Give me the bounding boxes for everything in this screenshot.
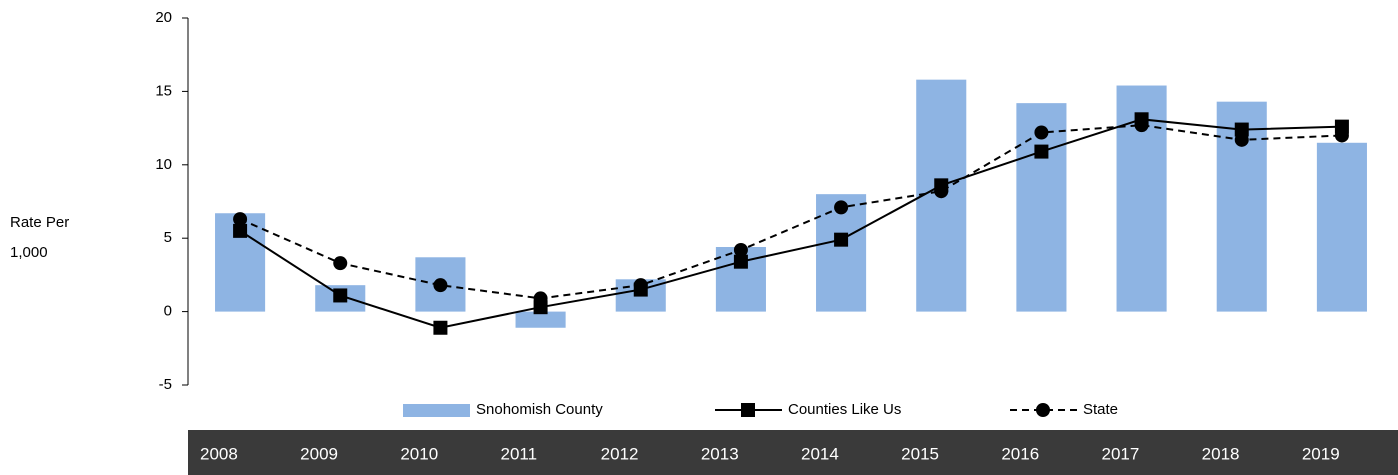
legend-label: Counties Like Us [788, 401, 901, 418]
marker [333, 256, 348, 271]
x-tick-label: 2010 [400, 444, 438, 463]
marker [1134, 118, 1149, 133]
bar [515, 311, 566, 328]
marker [834, 232, 849, 247]
marker [333, 288, 348, 303]
x-tick-label: 2013 [701, 444, 739, 463]
y-tick-label: 10 [155, 156, 172, 173]
marker [1034, 144, 1049, 159]
line [239, 124, 1342, 300]
marker [1234, 132, 1249, 147]
y-tick-label: 5 [164, 229, 172, 246]
x-tick-label: 2014 [801, 444, 839, 463]
x-tick-label: 2015 [901, 444, 939, 463]
marker [1334, 128, 1349, 143]
marker [533, 291, 548, 306]
marker [1034, 125, 1049, 140]
x-tick-label: 2019 [1302, 444, 1340, 463]
marker [433, 320, 448, 335]
x-tick-label: 2011 [501, 444, 538, 463]
x-tick-label: 2009 [300, 444, 338, 463]
marker [1036, 403, 1050, 417]
y-tick-label: 0 [164, 303, 172, 320]
marker [633, 278, 648, 293]
x-tick-label: 2018 [1202, 444, 1240, 463]
marker [733, 242, 748, 257]
legend-label: State [1083, 401, 1118, 418]
legend-swatch [403, 404, 470, 417]
x-tick-label: 2012 [601, 444, 639, 463]
marker [233, 223, 248, 238]
y-tick-label: 15 [155, 82, 172, 99]
legend-label: Snohomish County [476, 401, 603, 418]
bar [1316, 142, 1367, 312]
marker [934, 184, 949, 199]
y-axis-label: Rate Per 1,000 [10, 214, 70, 261]
marker [433, 278, 448, 293]
marker [741, 403, 755, 417]
y-tick-label: 20 [155, 9, 172, 26]
x-tick-label: 2017 [1102, 444, 1140, 463]
marker [733, 254, 748, 269]
category-strip [188, 430, 1398, 475]
marker [834, 200, 849, 215]
marker [233, 212, 248, 227]
x-tick-label: 2016 [1001, 444, 1039, 463]
line [239, 118, 1342, 329]
marker [1234, 122, 1249, 137]
x-tick-label: 2008 [200, 444, 238, 463]
y-tick-label: -5 [159, 376, 172, 393]
